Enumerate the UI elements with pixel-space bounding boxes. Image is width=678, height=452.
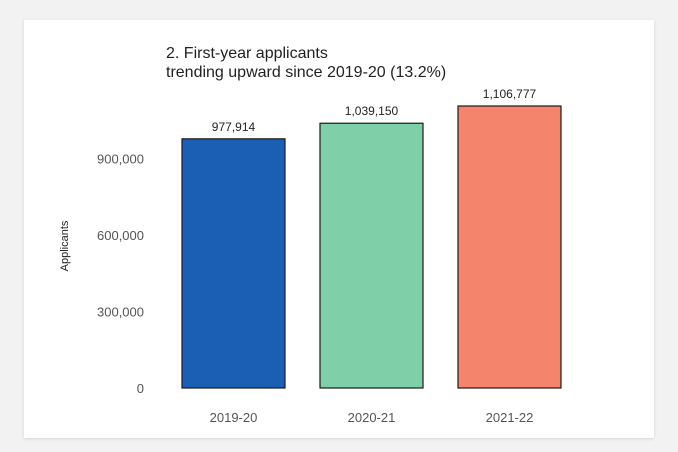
bar-2021-22 [457, 105, 562, 389]
bar-value-label: 977,914 [212, 120, 256, 134]
chart-title-line-2: trending upward since 2019-20 (13.2%) [166, 64, 446, 81]
chart-card: 2. First-year applicants trending upward… [24, 20, 654, 438]
bar-value-label: 1,039,150 [345, 104, 399, 118]
chart-title-line-1: 2. First-year applicants [166, 45, 328, 62]
plot-area: 0 300,000 600,000 900,000 977,914 2019-20 1,03… [97, 87, 562, 425]
bar-chart: 2. First-year applicants trending upward… [59, 45, 562, 425]
x-tick-label: 2019-20 [210, 410, 258, 425]
y-tick-label: 600,000 [97, 228, 144, 243]
y-tick-label: 0 [137, 381, 144, 396]
bar-2019-20 [181, 138, 286, 389]
y-tick-label: 900,000 [97, 152, 144, 167]
x-tick-label: 2021-22 [486, 410, 534, 425]
bar-value-label: 1,106,777 [483, 87, 537, 101]
x-tick-label: 2020-21 [348, 410, 396, 425]
bar-2020-21 [319, 122, 424, 389]
y-tick-label: 300,000 [97, 305, 144, 320]
y-axis-label: Applicants [59, 220, 71, 271]
